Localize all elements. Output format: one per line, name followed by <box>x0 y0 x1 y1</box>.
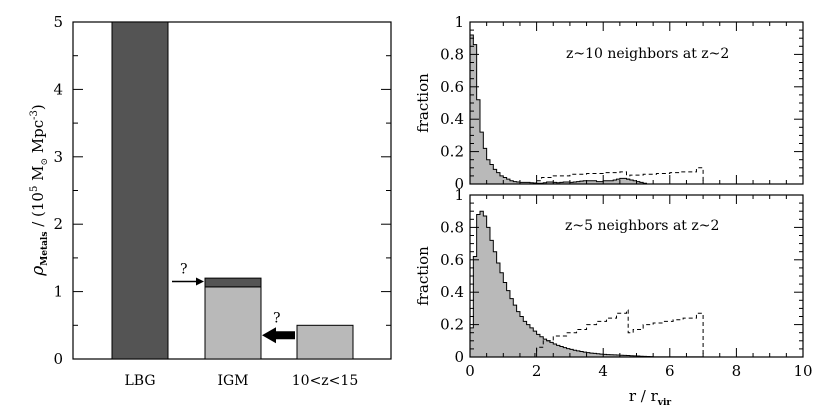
bar-y-axis-label: ρMetals / (105 M⊙ Mpc-3) <box>28 104 50 277</box>
bars <box>111 21 354 360</box>
dashed-histogram-line <box>534 309 704 357</box>
y-tick-label: 0.8 <box>440 45 464 63</box>
ylabel-mpc: Mpc <box>29 120 47 158</box>
dashed-histogram-line <box>470 167 704 185</box>
bottom-dashed-histogram <box>534 309 704 357</box>
y-tick-label: 1 <box>454 13 464 31</box>
ylabel-exp: 5 <box>29 186 40 192</box>
ylabel-mpc-exp: -3 <box>29 110 40 120</box>
rho-symbol: ρ <box>28 266 48 277</box>
sun-symbol: ⊙ <box>40 158 50 166</box>
left-arrow-thick <box>262 327 295 344</box>
bar-y-tick-label: 1 <box>53 283 63 301</box>
bar-y-tick-label: 4 <box>53 80 63 98</box>
ylabel-close: ) <box>29 104 47 110</box>
top-ticks: 0 0.2 0.4 0.6 0.8 1 <box>440 13 804 193</box>
y-tick-label: 0.4 <box>440 283 464 301</box>
bottom-x-axis-label: r / rvir <box>629 387 672 408</box>
bar-x-label: 10<z<15 <box>292 373 358 389</box>
bar-y-tick-label: 0 <box>53 350 63 368</box>
right-arrow-head <box>196 277 204 286</box>
bar-x-label: LBG <box>124 373 155 389</box>
y-tick-label: 0.6 <box>440 251 464 269</box>
x-tick-label: 4 <box>598 362 608 380</box>
x-tick-label: 6 <box>665 362 675 380</box>
bottom-ticks: 0 0.2 0.4 0.6 0.8 1 <box>440 186 804 366</box>
top-y-axis-label: fraction <box>414 73 432 133</box>
y-tick-label: 0 <box>454 175 464 193</box>
bottom-x-tick-labels: 0 2 4 6 8 10 <box>465 362 812 380</box>
bottom-panel-label: z~5 neighbors at z~2 <box>565 218 719 234</box>
y-tick-label: 0.2 <box>440 143 464 161</box>
xlabel-main: r / r <box>629 387 659 405</box>
bottom-histogram-panel: 0 0.2 0.4 0.6 0.8 1 0 2 4 6 8 10 z~5 neighbors at … <box>414 186 813 408</box>
x-tick-label: 0 <box>465 362 475 380</box>
ylabel-rest: / (10 <box>29 192 47 232</box>
bar-y-ticks: 0 1 2 3 4 5 <box>53 13 391 368</box>
rho-subscript: Metals <box>40 232 50 266</box>
bar-igm-light <box>204 286 262 360</box>
bottom-y-axis-label: fraction <box>414 246 432 306</box>
y-tick-label: 1 <box>454 186 464 204</box>
bar-y-tick-label: 3 <box>53 148 63 166</box>
bar-annotations: ?? <box>172 261 295 344</box>
top-dashed-histogram <box>470 167 704 185</box>
x-tick-label: 10 <box>793 362 812 380</box>
ylabel-units: M <box>29 166 47 186</box>
y-tick-label: 0.8 <box>440 218 464 236</box>
bar-lbg <box>111 21 169 360</box>
y-tick-label: 0.2 <box>440 316 464 334</box>
question-mark-2: ? <box>273 310 281 326</box>
bar-x-label: IGM <box>217 373 248 389</box>
y-tick-label: 0.4 <box>440 110 464 128</box>
bar-x-labels: LBG IGM 10<z<15 <box>124 373 358 389</box>
bar-high-z <box>296 324 354 360</box>
bar-igm-dark <box>204 277 262 288</box>
y-tick-label: 0 <box>454 348 464 366</box>
bar-y-tick-label: 5 <box>53 13 63 31</box>
bar-y-tick-label: 2 <box>53 215 63 233</box>
top-histogram-panel: 0 0.2 0.4 0.6 0.8 1 z~10 neighbors at z~2 fra… <box>414 13 804 193</box>
x-tick-label: 2 <box>532 362 542 380</box>
xlabel-sub: vir <box>657 398 672 408</box>
top-panel-label: z~10 neighbors at z~2 <box>566 46 729 62</box>
question-mark-1: ? <box>180 261 188 277</box>
y-tick-label: 0.6 <box>440 78 464 96</box>
x-tick-label: 8 <box>732 362 742 380</box>
